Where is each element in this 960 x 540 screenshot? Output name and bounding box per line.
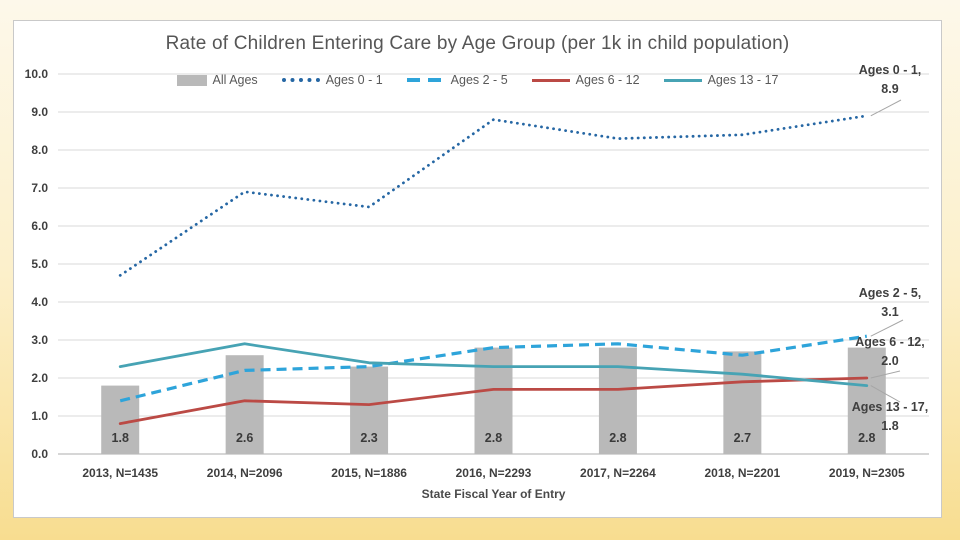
- bar: [225, 355, 264, 454]
- legend-label: Ages 0 - 1: [325, 73, 383, 87]
- legend-label: Ages 6 - 12: [575, 73, 640, 87]
- annotation-series: Ages 6 - 12,: [855, 335, 925, 349]
- y-tick-label: 9.0: [31, 105, 48, 119]
- chart-panel: Rate of Children Entering Care by Age Gr…: [13, 20, 942, 518]
- x-tick-label: 2016, N=2293: [456, 466, 532, 480]
- bar-value-label: 2.3: [360, 431, 377, 445]
- series-line-ages-13-17: [118, 342, 869, 388]
- x-tick-label: 2017, N=2264: [580, 466, 656, 480]
- bar: [350, 366, 389, 454]
- legend-item-ages-13-17[interactable]: Ages 13 - 17: [663, 73, 779, 87]
- y-tick-label: 7.0: [31, 181, 48, 195]
- x-axis-title: State Fiscal Year of Entry: [421, 487, 566, 501]
- legend-item-all-ages[interactable]: All Ages: [176, 73, 258, 87]
- annotation-value: 1.8: [881, 419, 899, 433]
- bar-value-label: 2.6: [236, 431, 253, 445]
- chart-legend: All Ages Ages 0 - 1 Ages 2 - 5 Ages 6 - …: [14, 73, 941, 87]
- y-tick-label: 4.0: [31, 295, 48, 309]
- bar: [101, 385, 140, 454]
- y-tick-label: 6.0: [31, 219, 48, 233]
- annotation-series: Ages 13 - 17,: [851, 400, 929, 414]
- x-tick-label: 2018, N=2201: [704, 466, 780, 480]
- bar-value-label: 2.8: [858, 431, 875, 445]
- annotation-ages-0-1: Ages 0 - 1, 8.9: [843, 61, 937, 99]
- legend-label: Ages 13 - 17: [707, 73, 779, 87]
- annotation-series: Ages 0 - 1,: [858, 63, 922, 77]
- legend-label: All Ages: [212, 73, 258, 87]
- legend-bar-swatch-icon: [176, 74, 207, 86]
- bar-value-label: 2.7: [734, 431, 751, 445]
- bar-value-label: 1.8: [112, 431, 129, 445]
- legend-label: Ages 2 - 5: [450, 73, 508, 87]
- y-tick-label: 5.0: [31, 257, 48, 271]
- legend-item-ages-0-1[interactable]: Ages 0 - 1: [281, 73, 383, 87]
- annotation-leader-line: [870, 385, 901, 403]
- chart-plot-area: 0.0 1.0 2.0 3.0 4.0 5.0 6.0 7.0 8.0 9.0 10.0 1.8 2.6…: [25, 67, 929, 480]
- chart-title: Rate of Children Entering Care by Age Gr…: [165, 33, 790, 54]
- annotation-ages-13-17: Ages 13 - 17, 1.8: [843, 398, 937, 436]
- x-tick-label: 2014, N=2096: [207, 466, 283, 480]
- annotation-leader-line: [870, 370, 901, 379]
- y-tick-label: 10.0: [25, 67, 49, 81]
- series-line-ages-2-5: [119, 334, 868, 403]
- annotation-ages-6-12: Ages 6 - 12, 2.0: [843, 333, 937, 371]
- series-line-ages-0-1: [118, 114, 869, 277]
- series-line-ages-6-12: [118, 376, 869, 426]
- y-tick-label: 0.0: [31, 447, 48, 461]
- annotation-leader-line: [870, 319, 904, 337]
- annotation-leader-line: [870, 99, 902, 117]
- legend-item-ages-6-12[interactable]: Ages 6 - 12: [531, 73, 640, 87]
- x-tick-label: 2015, N=1886: [331, 466, 407, 480]
- annotation-value: 2.0: [881, 354, 899, 368]
- bar-value-label: 2.8: [609, 431, 626, 445]
- annotation-series: Ages 2 - 5,: [858, 286, 922, 300]
- y-tick-label: 2.0: [31, 371, 48, 385]
- bar: [847, 347, 886, 454]
- annotation-ages-2-5: Ages 2 - 5, 3.1: [843, 284, 937, 322]
- legend-solid-line-icon: [531, 78, 570, 82]
- x-tick-label: 2019, N=2305: [829, 466, 905, 480]
- y-tick-label: 3.0: [31, 333, 48, 347]
- annotation-value: 8.9: [881, 82, 899, 96]
- legend-item-ages-2-5[interactable]: Ages 2 - 5: [406, 73, 508, 87]
- legend-dashed-line-icon: [406, 78, 445, 82]
- x-tick-label: 2013, N=1435: [82, 466, 158, 480]
- y-tick-label: 1.0: [31, 409, 48, 423]
- legend-dotted-line-icon: [281, 78, 320, 82]
- annotation-value: 3.1: [881, 305, 899, 319]
- y-tick-label: 8.0: [31, 143, 48, 157]
- bar: [723, 351, 762, 454]
- legend-solid-line-icon: [663, 78, 702, 82]
- bar-value-label: 2.8: [485, 431, 502, 445]
